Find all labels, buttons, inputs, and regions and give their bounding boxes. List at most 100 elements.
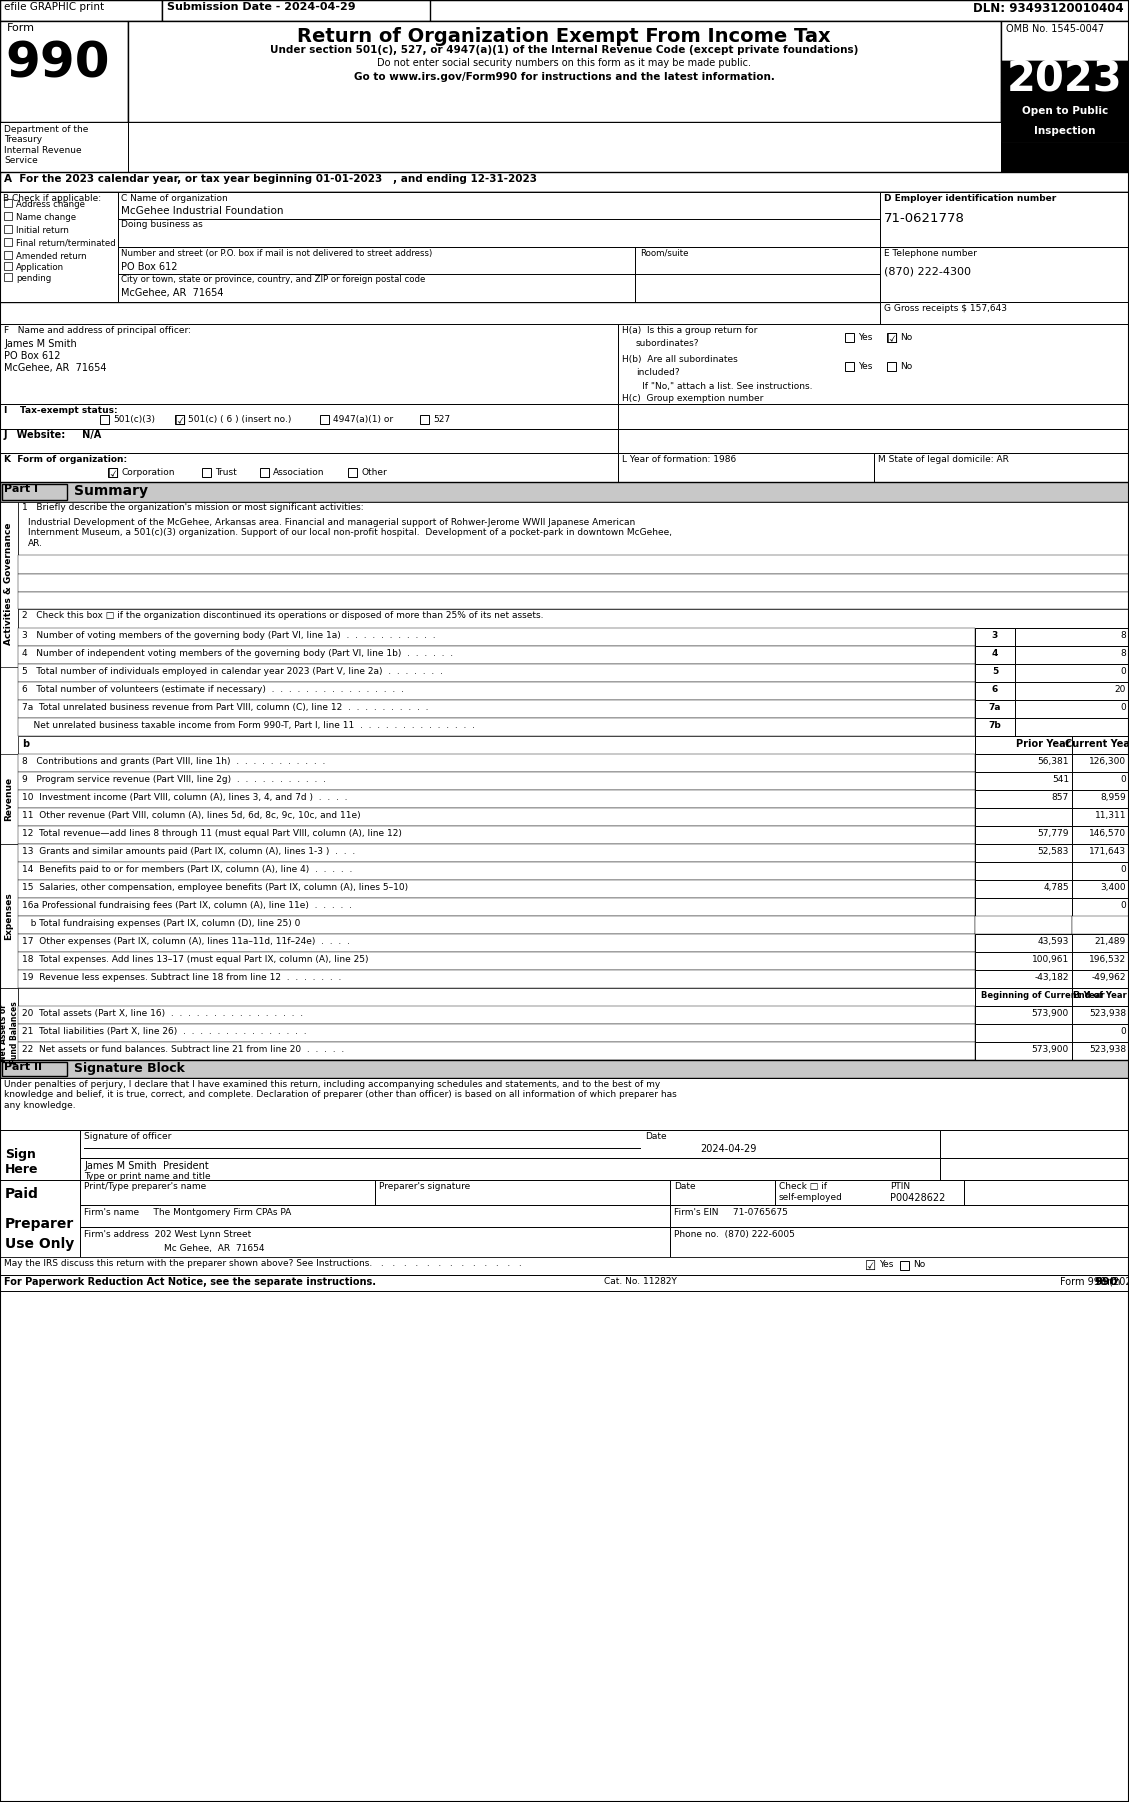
Text: Summary: Summary xyxy=(75,485,148,497)
Text: 43,593: 43,593 xyxy=(1038,937,1069,946)
Text: Association: Association xyxy=(273,469,324,478)
Text: C Name of organization: C Name of organization xyxy=(121,195,228,204)
Text: -43,182: -43,182 xyxy=(1034,973,1069,982)
Bar xyxy=(1073,879,1129,897)
Text: 11  Other revenue (Part VIII, column (A), lines 5d, 6d, 8c, 9c, 10c, and 11e): 11 Other revenue (Part VIII, column (A),… xyxy=(21,811,360,820)
Text: 0: 0 xyxy=(1120,703,1126,712)
Bar xyxy=(669,1180,774,1206)
Bar xyxy=(375,1180,669,1206)
Bar xyxy=(2,485,67,499)
Text: Preparer's signature: Preparer's signature xyxy=(379,1182,471,1191)
Bar xyxy=(1015,645,1129,663)
Bar xyxy=(1073,771,1129,789)
Text: Submission Date - 2024-04-29: Submission Date - 2024-04-29 xyxy=(167,2,356,13)
Bar xyxy=(1015,629,1129,645)
Bar xyxy=(0,1180,80,1258)
Text: 14  Benefits paid to or for members (Part IX, column (A), line 4)  .  .  .  .  .: 14 Benefits paid to or for members (Part… xyxy=(21,865,352,874)
Bar xyxy=(18,915,975,933)
Bar xyxy=(1073,933,1129,951)
Bar xyxy=(1073,915,1129,933)
Bar xyxy=(18,629,975,645)
Bar xyxy=(18,861,975,879)
Text: 146,570: 146,570 xyxy=(1088,829,1126,838)
Bar xyxy=(18,897,975,915)
Text: 4: 4 xyxy=(991,649,998,658)
Text: H(b)  Are all subordinates: H(b) Are all subordinates xyxy=(622,355,737,364)
Bar xyxy=(0,429,618,452)
Text: 573,900: 573,900 xyxy=(1032,1045,1069,1054)
Bar xyxy=(0,452,618,481)
Bar xyxy=(5,198,12,207)
Text: H(c)  Group exemption number: H(c) Group exemption number xyxy=(622,395,763,404)
Bar xyxy=(0,404,618,429)
Text: No: No xyxy=(900,362,912,371)
Text: Form: Form xyxy=(1096,1278,1124,1287)
Text: Inspection: Inspection xyxy=(1034,126,1096,135)
Text: 11,311: 11,311 xyxy=(1094,811,1126,820)
Text: Date: Date xyxy=(674,1182,695,1191)
Text: McGehee, AR  71654: McGehee, AR 71654 xyxy=(5,362,106,373)
Bar xyxy=(5,225,12,232)
Text: Initial return: Initial return xyxy=(16,225,69,234)
Bar xyxy=(348,469,357,478)
Text: 0: 0 xyxy=(1120,901,1126,910)
Bar xyxy=(18,951,975,969)
Text: 19  Revenue less expenses. Subtract line 18 from line 12  .  .  .  .  .  .  .: 19 Revenue less expenses. Subtract line … xyxy=(21,973,341,982)
Bar xyxy=(18,1006,975,1024)
Bar xyxy=(1001,61,1129,103)
Text: 4947(a)(1) or: 4947(a)(1) or xyxy=(333,414,393,423)
Bar xyxy=(18,593,1129,609)
Text: Expenses: Expenses xyxy=(5,892,14,941)
Text: Final return/terminated: Final return/terminated xyxy=(16,240,116,249)
Bar xyxy=(5,213,12,220)
Text: Address change: Address change xyxy=(16,200,85,209)
Bar xyxy=(1015,681,1129,699)
Bar xyxy=(975,753,1073,771)
Text: 7a: 7a xyxy=(989,703,1001,712)
Bar xyxy=(975,861,1073,879)
Text: 3: 3 xyxy=(992,631,998,640)
Bar xyxy=(18,555,1129,575)
Bar xyxy=(1001,103,1129,123)
Bar xyxy=(975,735,1073,753)
Bar xyxy=(18,699,975,717)
Text: 527: 527 xyxy=(434,414,450,423)
Text: J   Website:     N/A: J Website: N/A xyxy=(5,431,103,440)
Text: Yes: Yes xyxy=(879,1260,893,1269)
Bar xyxy=(975,1024,1073,1042)
Text: G Gross receipts $ 157,643: G Gross receipts $ 157,643 xyxy=(884,305,1007,314)
Text: 57,779: 57,779 xyxy=(1038,829,1069,838)
Bar xyxy=(0,0,161,22)
Bar xyxy=(618,429,1129,452)
Bar xyxy=(0,1130,80,1180)
Text: ☑: ☑ xyxy=(887,333,899,346)
Text: 8   Contributions and grants (Part VIII, line 1h)  .  .  .  .  .  .  .  .  .  . : 8 Contributions and grants (Part VIII, l… xyxy=(21,757,325,766)
Bar xyxy=(975,1006,1073,1024)
Text: F   Name and address of principal officer:: F Name and address of principal officer: xyxy=(5,326,191,335)
Text: No: No xyxy=(913,1260,926,1269)
Bar xyxy=(975,825,1073,843)
Bar xyxy=(202,469,211,478)
Text: ☑: ☑ xyxy=(175,414,186,429)
Text: 5   Total number of individuals employed in calendar year 2023 (Part V, line 2a): 5 Total number of individuals employed i… xyxy=(21,667,443,676)
Text: 990: 990 xyxy=(5,40,110,86)
Text: Firm's name     The Montgomery Firm CPAs PA: Firm's name The Montgomery Firm CPAs PA xyxy=(84,1207,291,1216)
Bar xyxy=(18,789,975,807)
Bar xyxy=(669,1227,1129,1258)
Text: Date: Date xyxy=(645,1132,666,1141)
Text: Activities & Governance: Activities & Governance xyxy=(5,523,14,645)
Text: ☑: ☑ xyxy=(865,1260,876,1272)
Text: For Paperwork Reduction Act Notice, see the separate instructions.: For Paperwork Reduction Act Notice, see … xyxy=(5,1278,376,1287)
Text: Part I: Part I xyxy=(5,485,38,494)
Text: Use Only: Use Only xyxy=(5,1236,75,1251)
Bar xyxy=(18,1024,975,1042)
Bar xyxy=(18,503,1129,555)
Text: May the IRS discuss this return with the preparer shown above? See Instructions.: May the IRS discuss this return with the… xyxy=(5,1260,522,1269)
Text: 21  Total liabilities (Part X, line 26)  .  .  .  .  .  .  .  .  .  .  .  .  .  : 21 Total liabilities (Part X, line 26) .… xyxy=(21,1027,307,1036)
Text: 13  Grants and similar amounts paid (Part IX, column (A), lines 1-3 )  .  .  .: 13 Grants and similar amounts paid (Part… xyxy=(21,847,356,856)
Bar xyxy=(0,1060,1129,1078)
Bar xyxy=(128,22,1001,123)
Text: 15  Salaries, other compensation, employee benefits (Part IX, column (A), lines : 15 Salaries, other compensation, employe… xyxy=(21,883,408,892)
Text: 0: 0 xyxy=(1120,775,1126,784)
Bar xyxy=(618,324,1129,404)
